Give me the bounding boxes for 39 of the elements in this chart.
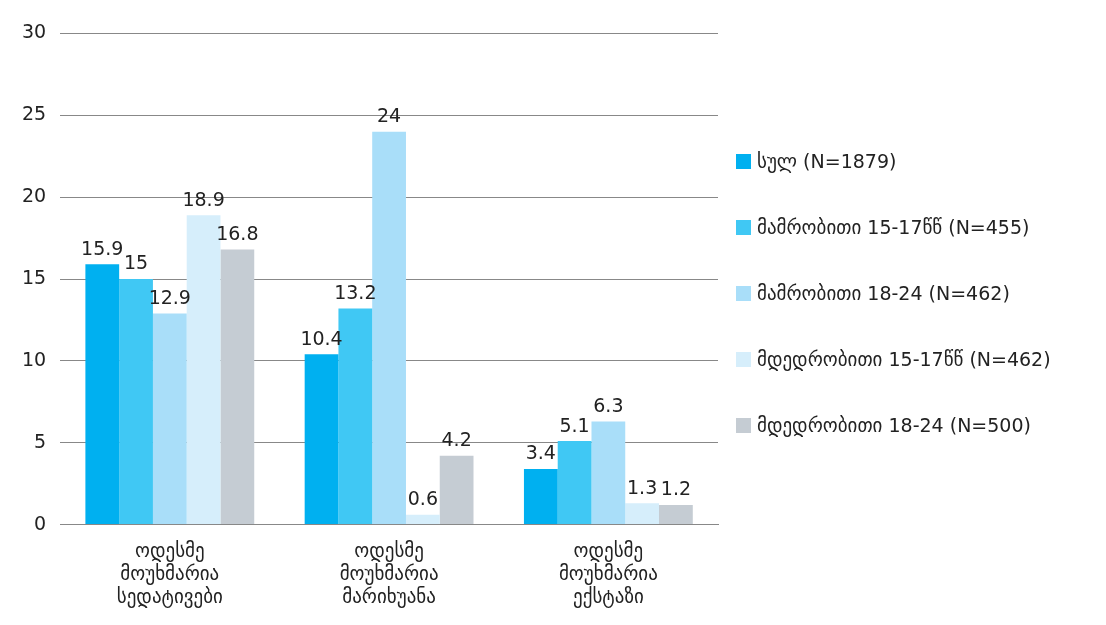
legend-label: მდედრობითი 15-17წწ (N=462) [757,346,1051,372]
data-label: 13.2 [334,280,377,303]
x-tick-label: ოდესმე მოუხმარია სედატივები [116,538,223,608]
bar [557,441,592,525]
data-label: 5.1 [559,413,590,436]
y-tick-label: 5 [34,429,47,452]
legend-label: სულ (N=1879) [757,148,897,174]
data-label: 16.8 [216,221,259,244]
bar [220,249,255,525]
y-tick-label: 25 [21,102,47,125]
data-label: 24 [376,104,402,127]
data-label: 15.9 [81,236,124,259]
x-tick-label: ოდესმე მოუხმარია ექსტაზი [558,538,658,608]
bar [439,455,474,525]
data-label: 1.2 [660,477,692,500]
data-label: 4.2 [441,428,472,451]
bar [523,468,558,525]
x-tick-label: ოდესმე მოუხმარია მარიხუანა [339,538,439,608]
bar [152,313,187,525]
y-tick-label: 30 [21,20,47,43]
bar [85,264,120,525]
legend-label: მამრობითი 18-24 (N=462) [757,280,1010,306]
bar [304,354,339,525]
legend-label: მამრობითი 15-17წწ (N=455) [757,214,1030,240]
data-label: 6.3 [593,393,624,416]
data-label: 1.3 [627,475,658,498]
bar [591,421,626,525]
data-label: 15 [123,251,149,274]
y-tick-label: 15 [21,265,47,288]
y-tick-label: 0 [34,511,47,534]
legend-label: მდედრობითი 18-24 (N=500) [757,412,1031,438]
bar [659,504,693,525]
bar [405,514,440,525]
data-label: 18.9 [182,187,225,210]
y-tick-label: 20 [21,184,47,207]
data-label: 3.4 [525,441,556,464]
bar [625,503,660,525]
data-label: 0.6 [407,487,438,510]
y-tick-label: 10 [21,347,47,370]
